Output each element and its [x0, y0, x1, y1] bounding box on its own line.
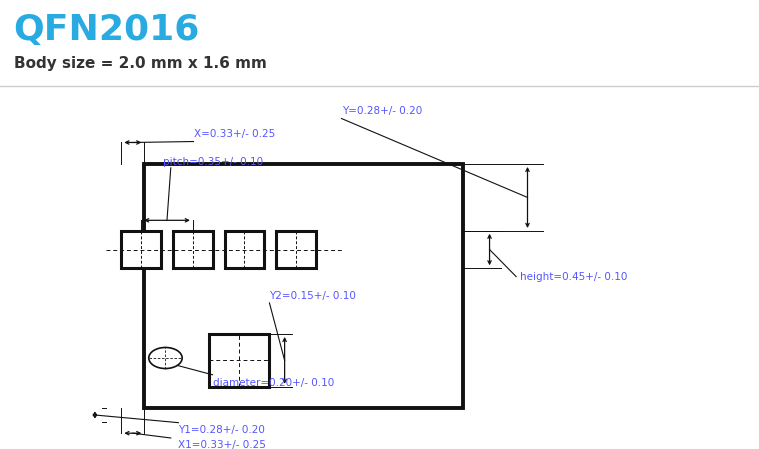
Text: height=0.45+/- 0.10: height=0.45+/- 0.10 — [520, 272, 627, 282]
Text: pitch=0.35+/- 0.10: pitch=0.35+/- 0.10 — [163, 157, 263, 167]
Text: QFN2016: QFN2016 — [14, 13, 200, 48]
Bar — [276, 231, 316, 268]
Bar — [225, 231, 264, 268]
Text: Y2=0.15+/- 0.10: Y2=0.15+/- 0.10 — [269, 291, 356, 301]
Text: Y1=0.28+/- 0.20: Y1=0.28+/- 0.20 — [178, 425, 265, 435]
Circle shape — [149, 348, 182, 369]
Text: X1=0.33+/- 0.25: X1=0.33+/- 0.25 — [178, 440, 266, 449]
Bar — [121, 231, 161, 268]
Bar — [144, 164, 463, 408]
Text: Body size = 2.0 mm x 1.6 mm: Body size = 2.0 mm x 1.6 mm — [14, 56, 266, 70]
Text: Y=0.28+/- 0.20: Y=0.28+/- 0.20 — [342, 106, 422, 116]
Bar — [209, 334, 269, 387]
Text: diameter=0.20+/- 0.10: diameter=0.20+/- 0.10 — [213, 378, 334, 387]
Text: X=0.33+/- 0.25: X=0.33+/- 0.25 — [194, 129, 275, 139]
Bar — [173, 231, 213, 268]
